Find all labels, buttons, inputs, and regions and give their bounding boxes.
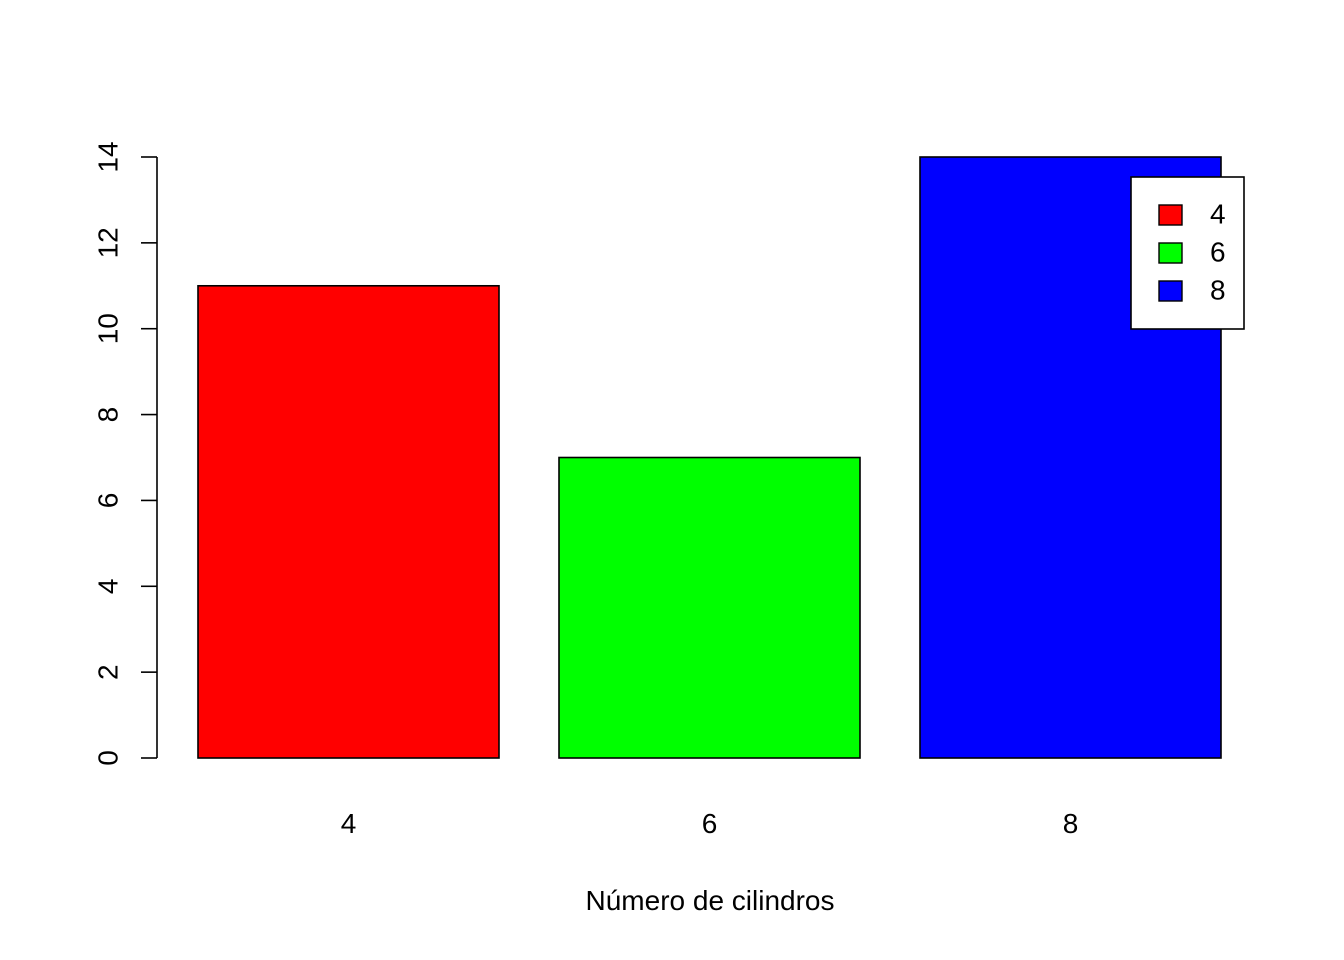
x-axis-tick-label: 4 — [341, 808, 357, 839]
legend: 4 6 8 — [1130, 176, 1245, 330]
legend-label: 8 — [1210, 274, 1226, 305]
x-axis-title: Número de cilindros — [586, 885, 835, 916]
y-axis-tick-label: 12 — [92, 227, 123, 258]
legend-box — [1130, 176, 1245, 330]
bars — [197, 156, 1222, 759]
x-axis-tick-label: 6 — [702, 808, 718, 839]
y-axis-tick-label: 14 — [92, 141, 123, 172]
x-axis-tick-labels: 4 6 8 — [341, 808, 1079, 839]
bar-4 — [197, 284, 500, 759]
x-axis-tick-label: 8 — [1063, 808, 1079, 839]
y-axis-tick-label: 4 — [92, 578, 123, 594]
legend-swatch-8 — [1158, 280, 1183, 302]
legend-swatch-6 — [1158, 242, 1183, 264]
bar-6 — [558, 456, 861, 759]
y-axis-tick-label: 0 — [92, 750, 123, 766]
legend-label: 4 — [1210, 198, 1226, 229]
legend-swatch-4 — [1158, 204, 1183, 226]
y-axis-tick-label: 2 — [92, 664, 123, 680]
y-axis-tick-label: 6 — [92, 493, 123, 509]
legend-label: 6 — [1210, 236, 1226, 267]
y-axis: 0 2 4 6 8 10 12 14 — [92, 141, 158, 766]
y-axis-tick-label: 10 — [92, 313, 123, 344]
y-axis-tick-label: 8 — [92, 407, 123, 423]
